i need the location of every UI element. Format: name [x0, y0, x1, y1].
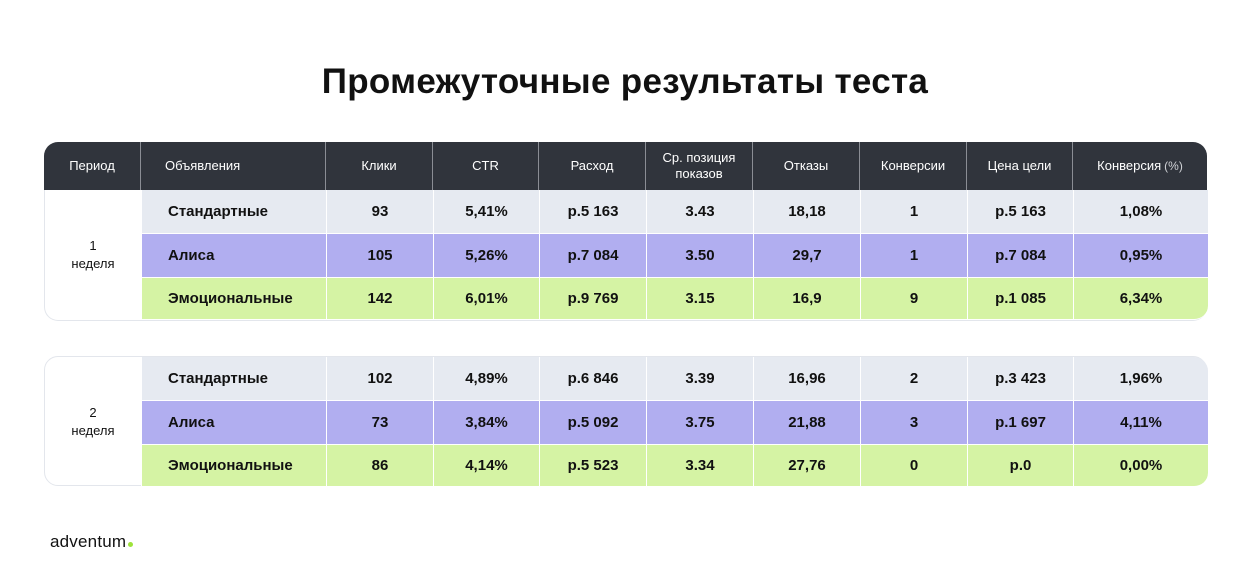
table-cell: р.5 163 [967, 190, 1073, 234]
column-header-label: Объявления [165, 158, 241, 173]
column-header-label: Ср. позиция показов [662, 150, 736, 181]
table-cell: 6,01% [433, 278, 539, 320]
table-cell: 73 [326, 401, 433, 445]
table-cell: р.1 697 [967, 401, 1073, 445]
table-cell: 6,34% [1073, 278, 1208, 320]
table-cell: 3.43 [646, 190, 753, 234]
column-header: Ср. позиция показов [645, 142, 752, 190]
table-cell: 142 [326, 278, 433, 320]
column-header-label: Расход [570, 158, 614, 173]
table-cell: р.1 085 [967, 278, 1073, 320]
table-cell: р.5 523 [539, 445, 646, 487]
period-unit: неделя [71, 423, 115, 438]
table-cell: 16,9 [753, 278, 860, 320]
period-label: 1 неделя [45, 190, 141, 320]
table-cell: 3.39 [646, 357, 753, 401]
table-cell: 86 [326, 445, 433, 487]
table-cell: 29,7 [753, 234, 860, 278]
column-header-suffix: (%) [1164, 159, 1183, 173]
table-header: Период Объявления Клики CTR Расход Ср. позици… [44, 142, 1207, 190]
column-header-label: Конверсия [1097, 158, 1162, 173]
table-cell: р.7 084 [967, 234, 1073, 278]
table-cell: 3.75 [646, 401, 753, 445]
table-cell: 1,96% [1073, 357, 1208, 401]
table-cell: р.3 423 [967, 357, 1073, 401]
period-block-2: 2 неделя Стандартные 102 4,89% р.6 846 3.39 16,… [44, 356, 1208, 487]
column-header-label: Цена цели [987, 158, 1052, 173]
table-cell: 3.34 [646, 445, 753, 487]
table-cell: 4,14% [433, 445, 539, 487]
table-cell: 1,08% [1073, 190, 1208, 234]
table-cell: р.6 846 [539, 357, 646, 401]
period-number: 2 [89, 405, 97, 420]
table-cell: 3,84% [433, 401, 539, 445]
table-cell: р.7 084 [539, 234, 646, 278]
column-header: CTR [432, 142, 538, 190]
table-cell: 93 [326, 190, 433, 234]
ad-name-cell: Стандартные [141, 357, 326, 401]
table-cell: 5,41% [433, 190, 539, 234]
table-cell: 0,00% [1073, 445, 1208, 487]
column-header-label: Отказы [783, 158, 829, 173]
table-cell: 1 [860, 234, 967, 278]
column-header-label: Конверсии [880, 158, 946, 173]
table-cell: 18,18 [753, 190, 860, 234]
table-cell: 102 [326, 357, 433, 401]
column-header: Период [44, 142, 140, 190]
table-cell: 27,76 [753, 445, 860, 487]
table-cell: 2 [860, 357, 967, 401]
column-header: Цена цели [966, 142, 1072, 190]
period-label: 2 неделя [45, 357, 141, 487]
adventum-logo: adventum [50, 532, 134, 552]
table-cell: 3 [860, 401, 967, 445]
ad-name-cell: Стандартные [141, 190, 326, 234]
table-cell: 4,11% [1073, 401, 1208, 445]
period-number: 1 [89, 238, 97, 253]
column-header-label: Период [69, 158, 115, 173]
period-unit: неделя [71, 256, 115, 271]
table-cell: р.5 092 [539, 401, 646, 445]
table-cell: р.5 163 [539, 190, 646, 234]
table-cell: 0 [860, 445, 967, 487]
table-cell: р.0 [967, 445, 1073, 487]
table-cell: 21,88 [753, 401, 860, 445]
column-header: Конверсия (%) [1072, 142, 1207, 190]
table-cell: 1 [860, 190, 967, 234]
logo-dot-icon [128, 542, 134, 547]
column-header: Расход [538, 142, 645, 190]
table-cell: 16,96 [753, 357, 860, 401]
column-header: Объявления [140, 142, 325, 190]
period-block-1: 1 неделя Стандартные 93 5,41% р.5 163 3.43 18,1… [44, 190, 1208, 321]
column-header: Конверсии [859, 142, 966, 190]
table-cell: 5,26% [433, 234, 539, 278]
table-cell: 3.15 [646, 278, 753, 320]
column-header: Отказы [752, 142, 859, 190]
table-cell: 3.50 [646, 234, 753, 278]
column-header-label: CTR [472, 158, 499, 173]
column-header-label: Клики [361, 158, 397, 173]
ad-name-cell: Эмоциональные [141, 445, 326, 487]
ad-name-cell: Алиса [141, 234, 326, 278]
table-cell: 0,95% [1073, 234, 1208, 278]
ad-name-cell: Эмоциональные [141, 278, 326, 320]
logo-text: adventum [50, 532, 127, 551]
page-title: Промежуточные результаты теста [321, 62, 929, 101]
column-header: Клики [325, 142, 432, 190]
table-cell: 4,89% [433, 357, 539, 401]
ad-name-cell: Алиса [141, 401, 326, 445]
table-cell: р.9 769 [539, 278, 646, 320]
table-cell: 9 [860, 278, 967, 320]
table-cell: 105 [326, 234, 433, 278]
